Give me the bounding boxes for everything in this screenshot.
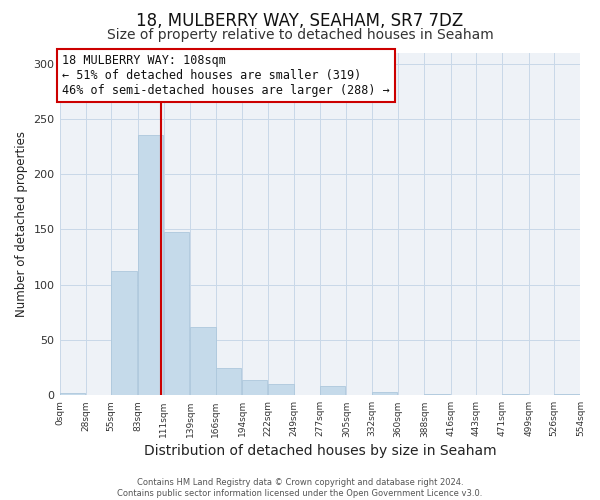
Text: 18, MULBERRY WAY, SEAHAM, SR7 7DZ: 18, MULBERRY WAY, SEAHAM, SR7 7DZ <box>136 12 464 30</box>
Bar <box>59 393 85 396</box>
Bar <box>242 380 268 396</box>
Bar <box>320 386 346 396</box>
Bar <box>424 394 450 396</box>
Bar <box>137 136 163 396</box>
Bar <box>164 232 190 396</box>
Y-axis label: Number of detached properties: Number of detached properties <box>15 131 28 317</box>
Bar <box>554 394 580 396</box>
Text: Size of property relative to detached houses in Seaham: Size of property relative to detached ho… <box>107 28 493 42</box>
Bar <box>190 327 215 396</box>
Bar <box>268 384 293 396</box>
X-axis label: Distribution of detached houses by size in Seaham: Distribution of detached houses by size … <box>144 444 496 458</box>
Text: 18 MULBERRY WAY: 108sqm
← 51% of detached houses are smaller (319)
46% of semi-d: 18 MULBERRY WAY: 108sqm ← 51% of detache… <box>62 54 390 97</box>
Bar <box>502 394 528 396</box>
Text: Contains HM Land Registry data © Crown copyright and database right 2024.
Contai: Contains HM Land Registry data © Crown c… <box>118 478 482 498</box>
Bar <box>372 392 397 396</box>
Bar <box>111 272 137 396</box>
Bar <box>215 368 241 396</box>
